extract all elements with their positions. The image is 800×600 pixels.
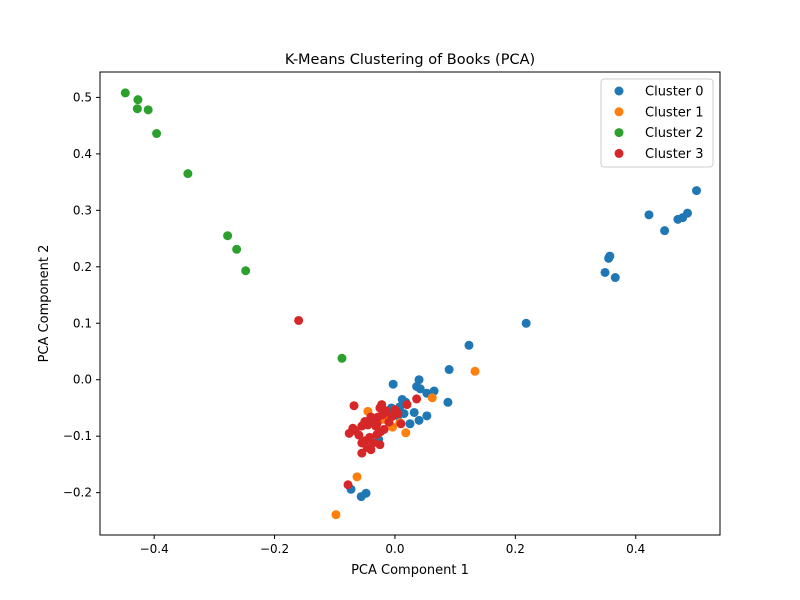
legend-marker xyxy=(614,107,624,117)
legend-label: Cluster 2 xyxy=(645,126,704,141)
data-point-cluster-3 xyxy=(372,430,382,439)
data-point-cluster-3 xyxy=(357,448,367,458)
legend-label: Cluster 0 xyxy=(645,85,704,100)
data-point-cluster-2 xyxy=(152,129,162,139)
legend-marker xyxy=(614,148,624,158)
data-point-cluster-0 xyxy=(610,273,620,283)
data-point-cluster-3 xyxy=(294,315,304,325)
chart-title: K-Means Clustering of Books (PCA) xyxy=(285,52,535,68)
data-point-cluster-1 xyxy=(470,366,480,376)
data-point-cluster-3 xyxy=(402,400,412,410)
points-layer xyxy=(120,88,702,520)
data-point-cluster-0 xyxy=(521,318,531,328)
data-point-cluster-0 xyxy=(692,186,702,196)
y-tick-label: 0.0 xyxy=(73,373,92,387)
data-point-cluster-0 xyxy=(429,386,439,396)
data-point-cluster-2 xyxy=(120,88,130,98)
data-point-cluster-0 xyxy=(405,419,415,429)
legend-label: Cluster 3 xyxy=(645,147,704,162)
data-point-cluster-0 xyxy=(409,407,419,417)
data-point-cluster-2 xyxy=(183,169,193,179)
data-point-cluster-0 xyxy=(644,210,654,220)
x-axis: −0.4 −0.2 0.0 0.2 0.4 xyxy=(140,535,645,556)
data-point-cluster-3 xyxy=(357,421,367,431)
data-point-cluster-3 xyxy=(366,445,376,455)
data-point-cluster-0 xyxy=(444,365,454,375)
y-tick-label: 0.5 xyxy=(73,90,92,104)
data-point-cluster-3 xyxy=(412,394,422,404)
data-point-cluster-0 xyxy=(415,384,425,394)
x-tick-label: −0.4 xyxy=(140,542,169,556)
y-tick-label: 0.2 xyxy=(73,260,92,274)
y-tick-label: −0.1 xyxy=(63,429,92,443)
data-point-cluster-2 xyxy=(143,105,153,115)
data-point-cluster-0 xyxy=(673,214,683,224)
data-point-cluster-2 xyxy=(337,353,347,363)
data-point-cluster-3 xyxy=(343,480,353,490)
data-point-cluster-3 xyxy=(390,405,400,415)
data-point-cluster-1 xyxy=(401,428,411,438)
data-point-cluster-3 xyxy=(344,428,354,438)
x-tick-label: −0.2 xyxy=(260,542,289,556)
x-tick-label: 0.2 xyxy=(506,542,525,556)
x-axis-label: PCA Component 1 xyxy=(351,563,469,578)
data-point-cluster-0 xyxy=(414,415,424,425)
data-point-cluster-1 xyxy=(352,472,362,482)
data-point-cluster-3 xyxy=(349,401,359,411)
data-point-cluster-1 xyxy=(427,393,437,403)
data-point-cluster-0 xyxy=(443,397,453,407)
data-point-cluster-0 xyxy=(356,492,366,502)
y-axis-label: PCA Component 2 xyxy=(37,245,52,363)
y-tick-label: 0.3 xyxy=(73,203,92,217)
data-point-cluster-0 xyxy=(422,411,432,421)
y-axis: −0.2 −0.1 0.0 0.1 0.2 0.3 0.4 0.5 xyxy=(63,90,100,500)
data-point-cluster-3 xyxy=(384,417,394,427)
data-point-cluster-2 xyxy=(132,104,142,114)
legend-box xyxy=(600,78,714,168)
data-point-cluster-0 xyxy=(464,340,474,350)
data-point-cluster-0 xyxy=(414,375,424,385)
data-point-cluster-0 xyxy=(604,253,614,263)
data-point-cluster-2 xyxy=(223,231,233,241)
y-tick-label: 0.4 xyxy=(73,147,92,161)
legend-label: Cluster 1 xyxy=(645,105,704,120)
data-point-cluster-3 xyxy=(375,440,385,450)
plot-frame xyxy=(99,71,721,536)
data-point-cluster-3 xyxy=(396,419,406,429)
data-point-cluster-3 xyxy=(375,403,385,413)
data-point-cluster-1 xyxy=(331,510,341,520)
x-tick-label: 0.0 xyxy=(385,542,404,556)
legend-marker xyxy=(614,128,624,138)
x-tick-label: 0.4 xyxy=(626,542,645,556)
legend-marker xyxy=(614,86,624,96)
y-tick-label: 0.1 xyxy=(73,316,92,330)
data-point-cluster-0 xyxy=(388,379,398,389)
data-point-cluster-0 xyxy=(660,226,670,236)
data-point-cluster-0 xyxy=(600,267,610,277)
data-point-cluster-2 xyxy=(232,244,242,254)
legend: Cluster 0 Cluster 1 Cluster 2 Cluster 3 xyxy=(600,78,714,168)
data-point-cluster-2 xyxy=(133,95,143,105)
data-point-cluster-2 xyxy=(241,266,251,276)
y-tick-label: −0.2 xyxy=(63,486,92,500)
